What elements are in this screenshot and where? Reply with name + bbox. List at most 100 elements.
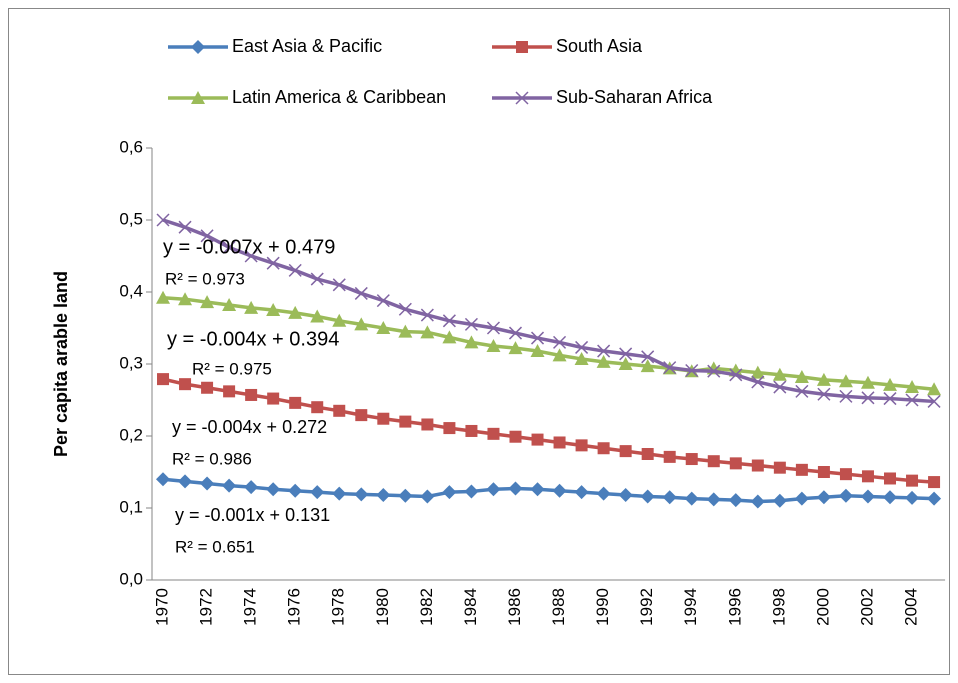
marker xyxy=(420,308,434,322)
marker xyxy=(310,485,325,500)
marker xyxy=(178,292,193,306)
y-tick-label: 0,5 xyxy=(119,209,143,228)
y-tick-label: 0,0 xyxy=(119,569,143,588)
marker xyxy=(289,396,302,409)
marker xyxy=(442,314,456,328)
marker xyxy=(706,492,721,507)
marker xyxy=(772,493,787,508)
annotation: R² = 0.986 xyxy=(172,449,252,468)
legend-label: Latin America & Caribbean xyxy=(232,87,446,107)
x-tick-label: 1996 xyxy=(725,588,744,626)
chart-border xyxy=(8,8,950,675)
marker xyxy=(515,91,529,105)
marker xyxy=(839,468,852,481)
marker xyxy=(354,286,368,300)
marker xyxy=(773,380,787,394)
marker xyxy=(288,483,303,498)
marker xyxy=(684,491,699,506)
annotation: R² = 0.973 xyxy=(165,269,245,288)
marker xyxy=(927,394,941,408)
marker xyxy=(817,466,830,478)
legend-label: South Asia xyxy=(556,36,643,56)
marker xyxy=(707,455,720,468)
x-tick-label: 1992 xyxy=(637,588,656,626)
x-tick-label: 1988 xyxy=(549,588,568,626)
marker xyxy=(398,324,413,338)
marker xyxy=(552,348,567,362)
legend-label: Sub-Saharan Africa xyxy=(556,87,713,107)
marker xyxy=(288,305,303,319)
marker xyxy=(420,325,435,339)
marker xyxy=(156,213,170,227)
marker xyxy=(685,453,698,466)
marker xyxy=(421,418,434,431)
marker xyxy=(266,482,281,497)
legend-label: East Asia & Pacific xyxy=(232,36,382,56)
y-tick-label: 0,3 xyxy=(119,353,143,372)
marker xyxy=(574,485,589,500)
marker xyxy=(487,427,500,440)
marker xyxy=(640,359,655,373)
marker xyxy=(685,363,699,378)
marker xyxy=(464,484,479,499)
marker xyxy=(266,256,280,270)
marker xyxy=(200,229,214,243)
marker xyxy=(516,41,528,53)
marker xyxy=(486,482,501,497)
marker xyxy=(508,341,523,355)
marker xyxy=(619,347,633,361)
marker xyxy=(332,278,346,292)
marker xyxy=(707,364,721,378)
annotation: y = -0.004x + 0.394 xyxy=(167,328,339,350)
marker xyxy=(618,357,633,370)
marker xyxy=(728,493,743,508)
marker xyxy=(178,220,192,234)
marker xyxy=(838,374,853,388)
marker xyxy=(222,240,236,254)
marker xyxy=(750,494,765,509)
marker xyxy=(641,350,655,364)
marker xyxy=(553,436,566,449)
marker xyxy=(905,393,919,407)
marker xyxy=(222,478,237,493)
marker xyxy=(486,321,500,335)
marker xyxy=(817,387,831,401)
marker xyxy=(906,474,919,487)
marker xyxy=(772,367,787,381)
marker xyxy=(729,368,743,382)
marker xyxy=(244,480,259,495)
marker xyxy=(332,486,347,501)
annotation: R² = 0.975 xyxy=(192,359,272,378)
marker xyxy=(883,377,898,391)
marker xyxy=(663,361,677,375)
marker xyxy=(288,263,302,277)
x-tick-label: 1984 xyxy=(461,588,480,626)
marker xyxy=(927,491,942,506)
marker xyxy=(311,401,324,414)
x-tick-label: 1998 xyxy=(769,588,788,626)
marker xyxy=(530,482,545,497)
x-tick-label: 2004 xyxy=(902,588,921,626)
marker xyxy=(244,300,259,314)
marker xyxy=(641,448,654,460)
marker xyxy=(860,375,875,389)
marker xyxy=(245,388,258,401)
x-tick-label: 1980 xyxy=(373,588,392,626)
x-tick-label: 1978 xyxy=(329,588,348,626)
marker xyxy=(553,335,567,349)
marker xyxy=(157,373,170,386)
annotation: R² = 0.651 xyxy=(175,537,255,556)
marker xyxy=(509,430,522,443)
x-tick-label: 1976 xyxy=(285,588,304,626)
marker xyxy=(794,369,809,383)
marker xyxy=(750,365,765,379)
marker xyxy=(442,485,457,500)
marker xyxy=(376,294,390,308)
marker xyxy=(178,474,193,489)
annotation: y = -0.001x + 0.131 xyxy=(175,505,330,525)
marker xyxy=(376,488,391,503)
marker xyxy=(575,340,589,354)
annotation: y = -0.004x + 0.272 xyxy=(172,417,327,437)
x-tick-label: 2000 xyxy=(813,588,832,626)
marker xyxy=(795,463,808,476)
